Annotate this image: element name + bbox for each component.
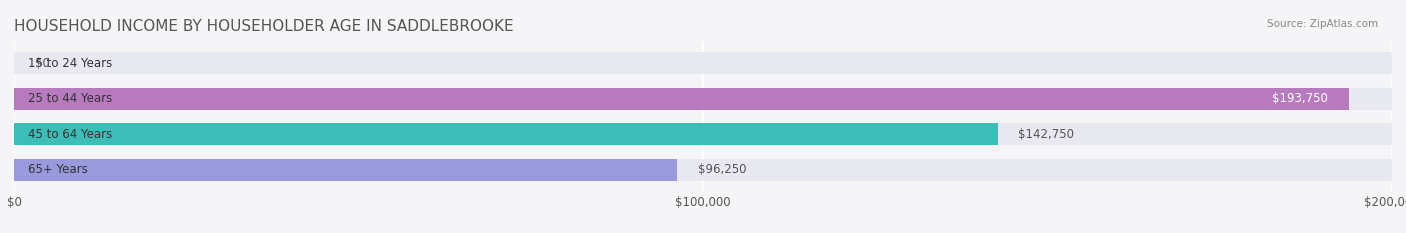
Text: 25 to 44 Years: 25 to 44 Years bbox=[28, 92, 112, 105]
Text: HOUSEHOLD INCOME BY HOUSEHOLDER AGE IN SADDLEBROOKE: HOUSEHOLD INCOME BY HOUSEHOLDER AGE IN S… bbox=[14, 19, 513, 34]
Text: Source: ZipAtlas.com: Source: ZipAtlas.com bbox=[1267, 19, 1378, 29]
Text: 15 to 24 Years: 15 to 24 Years bbox=[28, 57, 112, 70]
Bar bbox=[14, 88, 1348, 110]
Text: 65+ Years: 65+ Years bbox=[28, 163, 87, 176]
Text: $96,250: $96,250 bbox=[697, 163, 747, 176]
Bar bbox=[14, 123, 1392, 145]
Bar bbox=[14, 52, 1392, 74]
Text: $0: $0 bbox=[35, 57, 49, 70]
Text: 45 to 64 Years: 45 to 64 Years bbox=[28, 128, 112, 141]
Bar bbox=[14, 159, 1392, 181]
Bar bbox=[14, 88, 1392, 110]
Bar bbox=[14, 159, 678, 181]
Text: $142,750: $142,750 bbox=[1018, 128, 1074, 141]
Text: $193,750: $193,750 bbox=[1272, 92, 1329, 105]
Bar bbox=[14, 123, 997, 145]
